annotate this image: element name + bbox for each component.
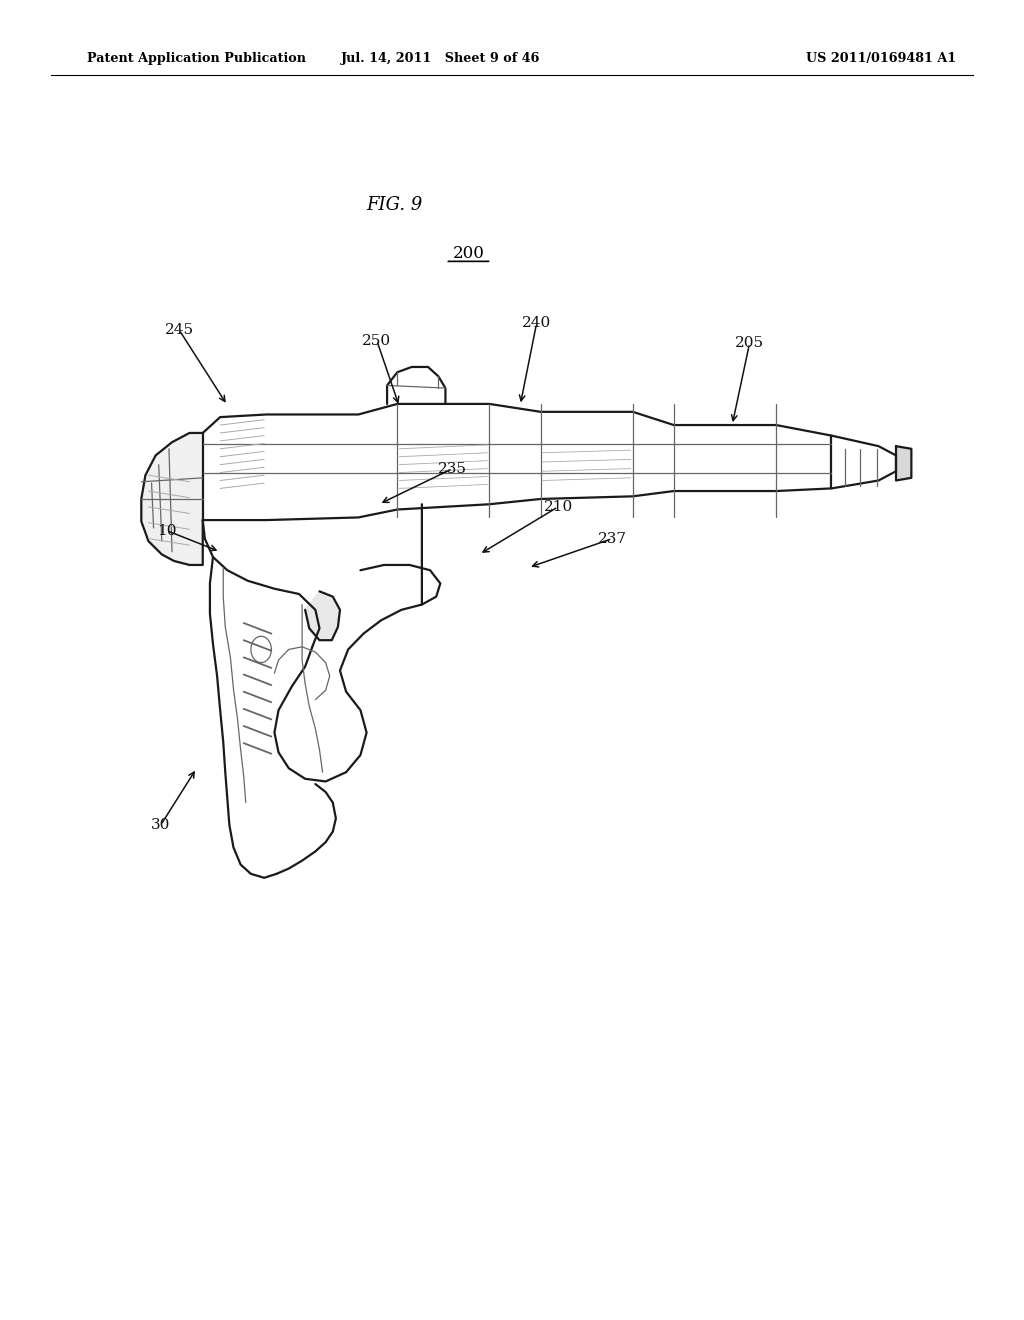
Text: 10: 10 xyxy=(157,524,177,537)
Text: 237: 237 xyxy=(598,532,627,545)
Text: 245: 245 xyxy=(165,323,194,337)
Text: FIG. 9: FIG. 9 xyxy=(366,195,423,214)
Text: Jul. 14, 2011   Sheet 9 of 46: Jul. 14, 2011 Sheet 9 of 46 xyxy=(341,51,540,65)
Text: 210: 210 xyxy=(544,500,572,513)
Text: 240: 240 xyxy=(522,317,551,330)
Polygon shape xyxy=(305,591,340,640)
Text: 235: 235 xyxy=(438,462,467,475)
Text: US 2011/0169481 A1: US 2011/0169481 A1 xyxy=(806,51,955,65)
Text: Patent Application Publication: Patent Application Publication xyxy=(87,51,306,65)
Polygon shape xyxy=(896,446,911,480)
Text: 200: 200 xyxy=(453,246,485,261)
Text: 205: 205 xyxy=(735,337,764,350)
Text: 30: 30 xyxy=(152,818,170,832)
Polygon shape xyxy=(141,433,203,565)
Text: 250: 250 xyxy=(362,334,391,347)
